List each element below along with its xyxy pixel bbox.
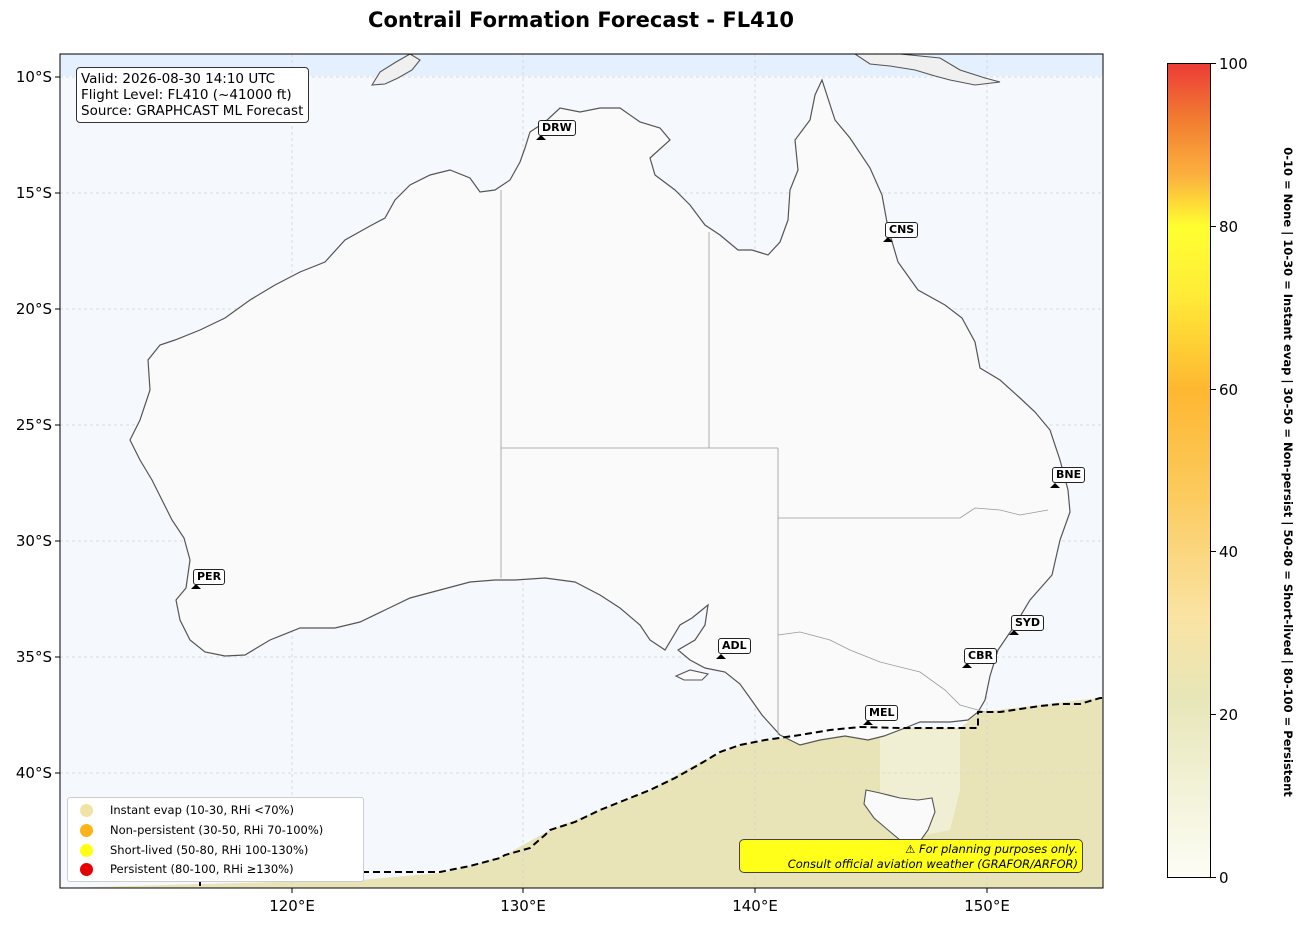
tasmania [863, 789, 936, 845]
lat-label-15: 15°S [16, 184, 52, 202]
city-label-cns[interactable]: CNS [885, 222, 919, 238]
legend-item-persistent: Persistent (80-100, RHi ≥130%) [80, 861, 294, 877]
flight-level: Flight Level: FL410 (~41000 ft) [81, 87, 292, 103]
lat-label-35: 35°S [16, 648, 52, 666]
colorbar-caption: 0-10 = None | 10-30 = Instant evap | 30-… [1281, 147, 1295, 797]
disclaimer-box: ⚠ For planning purposes only. Consult of… [739, 839, 1083, 873]
map-title: Contrail Formation Forecast - FL410 [368, 8, 794, 32]
border-nsw-vic [777, 631, 986, 713]
marker-cns [883, 237, 893, 242]
colorbar-tick-20 [1211, 714, 1216, 715]
city-label-syd[interactable]: SYD [1011, 615, 1045, 631]
legend-item-instant-evap: Instant evap (10-30, RHi <70%) [80, 802, 294, 818]
colorbar-label-60: 60 [1219, 381, 1239, 399]
colorbar-label-40: 40 [1219, 543, 1239, 561]
lat-label-40: 40°S [16, 764, 52, 782]
colorbar-label-20: 20 [1219, 706, 1239, 724]
legend-item-non-persistent: Non-persistent (30-50, RHi 70-100%) [80, 822, 323, 838]
kangaroo-island [674, 669, 710, 681]
north-shading [60, 54, 1103, 76]
legend-label: Instant evap (10-30, RHi <70%) [110, 803, 294, 817]
colorbar-label-0: 0 [1219, 869, 1229, 887]
colorbar [1167, 63, 1211, 878]
marker-mel [863, 720, 873, 725]
colorbar-tick-60 [1211, 389, 1216, 390]
colorbar-tick-80 [1211, 226, 1216, 227]
info-box: Valid: 2026-08-30 14:10 UTC Flight Level… [76, 67, 310, 123]
colorbar-label-100: 100 [1219, 55, 1248, 73]
lat-label-10: 10°S [16, 68, 52, 86]
legend: Instant evap (10-30, RHi <70%) Non-persi… [67, 797, 364, 882]
legend-dot-icon [80, 862, 93, 876]
legend-label: Non-persistent (30-50, RHi 70-100%) [110, 823, 324, 837]
australia-mainland [129, 78, 1071, 746]
marker-adl [716, 654, 726, 659]
legend-label: Short-lived (50-80, RHi 100-130%) [110, 843, 309, 857]
lat-label-25: 25°S [16, 416, 52, 434]
marker-per [191, 584, 201, 589]
legend-dot-icon [80, 803, 93, 817]
city-label-per[interactable]: PER [193, 569, 226, 585]
marker-cbr [962, 663, 972, 668]
lon-label-120: 120°E [269, 897, 315, 915]
colorbar-tick-40 [1211, 551, 1216, 552]
lon-label-150: 150°E [964, 897, 1010, 915]
city-markers [191, 135, 1060, 725]
legend-dot-icon [80, 823, 93, 837]
city-label-bne[interactable]: BNE [1052, 467, 1086, 483]
forecast-boundary [199, 697, 1103, 886]
disclaimer-line-1: ⚠ For planning purposes only. [905, 842, 1078, 856]
marker-drw [536, 135, 546, 140]
city-label-adl[interactable]: ADL [718, 638, 751, 654]
valid-time: Valid: 2026-08-30 14:10 UTC [81, 71, 276, 87]
lon-label-130: 130°E [500, 897, 546, 915]
marker-syd [1009, 630, 1019, 635]
city-label-mel[interactable]: MEL [865, 705, 899, 721]
lat-label-20: 20°S [16, 300, 52, 318]
legend-dot-icon [80, 843, 93, 857]
lat-label-30: 30°S [16, 532, 52, 550]
new-guinea-landmass [370, 54, 421, 86]
new-guinea-east [854, 54, 1001, 86]
border-qld-nsw [778, 507, 1049, 519]
city-label-drw[interactable]: DRW [538, 120, 576, 136]
city-label-cbr[interactable]: CBR [964, 648, 997, 664]
data-source: Source: GRAPHCAST ML Forecast [81, 103, 304, 119]
colorbar-label-80: 80 [1219, 218, 1239, 236]
lon-label-140: 140°E [732, 897, 778, 915]
legend-item-short-lived: Short-lived (50-80, RHi 100-130%) [80, 842, 308, 858]
legend-label: Persistent (80-100, RHi ≥130%) [110, 862, 294, 876]
disclaimer-line-2: Consult official aviation weather (GRAFO… [787, 857, 1078, 871]
colorbar-tick-100 [1211, 63, 1216, 64]
colorbar-tick-0 [1211, 877, 1216, 878]
map-frame [59, 53, 1104, 889]
marker-bne [1050, 483, 1060, 488]
